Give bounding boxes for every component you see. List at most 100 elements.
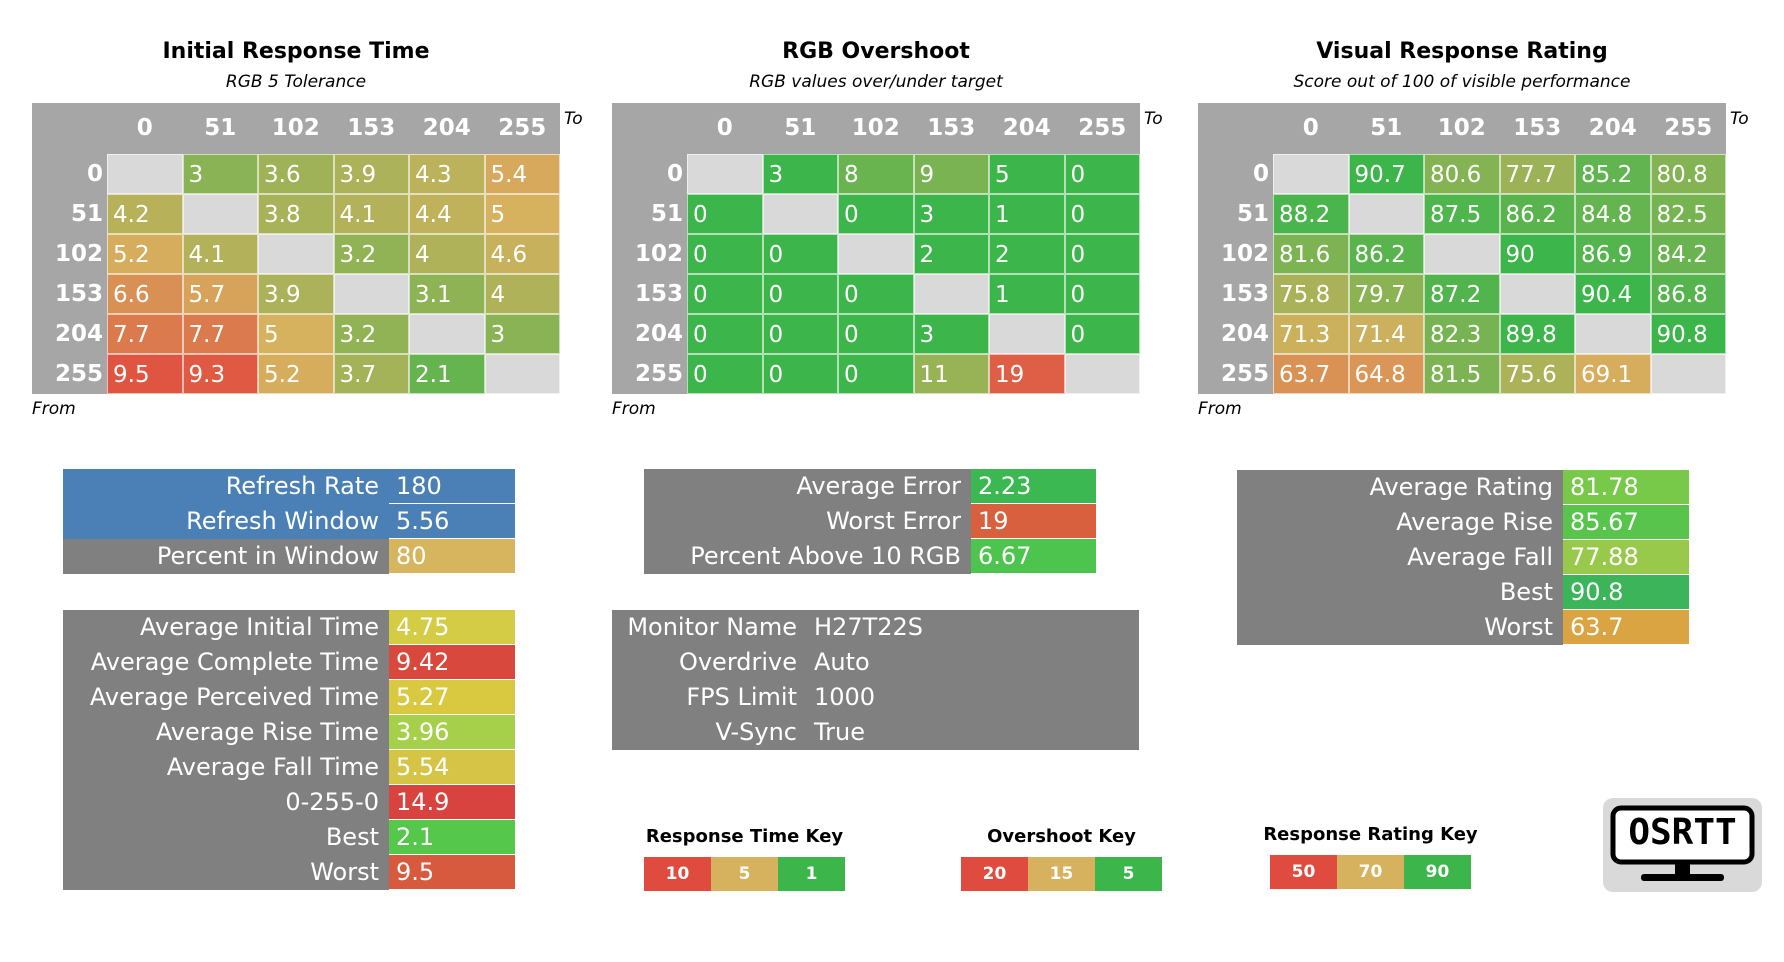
column-header: 255 xyxy=(1078,115,1127,141)
matrix-cell: 81.6 xyxy=(1273,234,1349,274)
row-header: 204 xyxy=(1220,321,1269,347)
row-header: 102 xyxy=(634,241,683,267)
matrix-cell xyxy=(182,194,258,234)
matrix-cell: 0 xyxy=(687,234,763,274)
row-header: 255 xyxy=(1220,361,1269,387)
matrix-cell: 4 xyxy=(409,234,485,274)
summary-value: 85.67 xyxy=(1563,505,1689,540)
matrix-title: Visual Response Rating xyxy=(1316,39,1608,64)
summary-label: Percent in Window xyxy=(63,539,389,574)
matrix-cell: 6.6 xyxy=(107,274,183,314)
matrix-cell: 80.6 xyxy=(1424,154,1500,194)
column-header: 0 xyxy=(136,115,153,141)
row-header: 153 xyxy=(54,281,103,307)
key-swatch: 5 xyxy=(711,857,778,891)
column-header: 102 xyxy=(271,115,320,141)
summary-value: Auto xyxy=(807,645,1139,680)
column-header: 204 xyxy=(1002,115,1051,141)
summary-label: Average Rise Time xyxy=(63,715,389,750)
key-swatch: 5 xyxy=(1095,857,1162,891)
matrix-cell: 0 xyxy=(838,354,914,394)
summary-label: FPS Limit xyxy=(612,680,807,715)
matrix-cell: 4.1 xyxy=(182,234,258,274)
summary-value: 5.54 xyxy=(389,750,515,785)
summary-value: 1000 xyxy=(807,680,1139,715)
row-header: 153 xyxy=(634,281,683,307)
matrix-cell: 3.2 xyxy=(333,234,409,274)
matrix-cell: 0 xyxy=(687,354,763,394)
row-header: 0 xyxy=(1252,161,1269,187)
matrix-cell: 5.7 xyxy=(182,274,258,314)
key-title: Overshoot Key xyxy=(987,826,1136,847)
matrix-cell: 3.2 xyxy=(333,314,409,354)
matrix-cell: 75.6 xyxy=(1499,354,1575,394)
matrix-cell: 5 xyxy=(484,194,560,234)
matrix-cell: 64.8 xyxy=(1348,354,1424,394)
summary-value: 81.78 xyxy=(1563,470,1689,505)
matrix-cell: 3.8 xyxy=(258,194,334,234)
matrix-cell: 86.2 xyxy=(1499,194,1575,234)
matrix-cell: 85.2 xyxy=(1575,154,1651,194)
column-header: 102 xyxy=(1437,115,1486,141)
matrix-cell: 3 xyxy=(762,154,838,194)
matrix-title: Initial Response Time xyxy=(162,39,430,64)
matrix-cell: 5.4 xyxy=(484,154,560,194)
summary-value: 77.88 xyxy=(1563,540,1689,575)
summary-label: Average Rating xyxy=(1237,470,1563,505)
matrix-cell: 90 xyxy=(1499,234,1575,274)
summary-value: 2.1 xyxy=(389,820,515,855)
to-label: To xyxy=(1144,109,1163,129)
matrix-cell xyxy=(1424,234,1500,274)
summary-label: Average Rise xyxy=(1237,505,1563,540)
matrix-cell: 90.8 xyxy=(1650,314,1726,354)
logo-stand xyxy=(1641,874,1724,881)
matrix-cell: 5 xyxy=(258,314,334,354)
matrix-cell: 0 xyxy=(1064,314,1140,354)
matrix-cell: 4 xyxy=(484,274,560,314)
summary-value: 19 xyxy=(971,504,1096,539)
matrix-cell: 79.7 xyxy=(1348,274,1424,314)
key-swatch: 50 xyxy=(1270,855,1337,889)
matrix-cell: 7.7 xyxy=(107,314,183,354)
matrix-cell: 84.8 xyxy=(1575,194,1651,234)
matrix-title: RGB Overshoot xyxy=(782,39,970,64)
summary-label: Average Initial Time xyxy=(63,610,389,645)
key-title: Response Time Key xyxy=(645,826,844,847)
matrix-cell xyxy=(1064,354,1140,394)
summary-value: 14.9 xyxy=(389,785,515,820)
matrix-cell: 19 xyxy=(989,354,1065,394)
matrix-cell: 63.7 xyxy=(1273,354,1349,394)
matrix-cell: 1 xyxy=(989,274,1065,314)
matrix-cell: 8 xyxy=(838,154,914,194)
matrix-cell: 82.5 xyxy=(1650,194,1726,234)
matrix-cell: 0 xyxy=(762,354,838,394)
key-title: Response Rating Key xyxy=(1263,824,1478,845)
matrix-cell: 75.8 xyxy=(1273,274,1349,314)
summary-value: 3.96 xyxy=(389,715,515,750)
matrix-cell: 89.8 xyxy=(1499,314,1575,354)
matrix-cell xyxy=(258,234,334,274)
summary-label: Percent Above 10 RGB xyxy=(644,539,971,574)
summary-value: 80 xyxy=(389,539,515,574)
matrix-cell: 4.3 xyxy=(409,154,485,194)
summary-value: 9.5 xyxy=(389,855,515,890)
summary-label: Average Complete Time xyxy=(63,645,389,680)
summary-value: 6.67 xyxy=(971,539,1096,574)
row-header: 51 xyxy=(70,201,103,227)
matrix-cell: 3.6 xyxy=(258,154,334,194)
matrix-cell xyxy=(913,274,989,314)
summary-label: Best xyxy=(63,820,389,855)
matrix-cell: 3.9 xyxy=(333,154,409,194)
row-header: 204 xyxy=(54,321,103,347)
matrix-subtitle: Score out of 100 of visible performance xyxy=(1293,72,1631,92)
matrix-cell xyxy=(1273,154,1349,194)
key-swatch: 10 xyxy=(644,857,711,891)
key-swatch: 15 xyxy=(1028,857,1095,891)
matrix-cell: 5 xyxy=(989,154,1065,194)
summary-label: Average Perceived Time xyxy=(63,680,389,715)
matrix-cell: 86.2 xyxy=(1348,234,1424,274)
column-header: 51 xyxy=(784,115,817,141)
summary-label: 0-255-0 xyxy=(63,785,389,820)
matrix-cell: 3.7 xyxy=(333,354,409,394)
matrix-subtitle: RGB values over/under target xyxy=(749,72,1003,92)
